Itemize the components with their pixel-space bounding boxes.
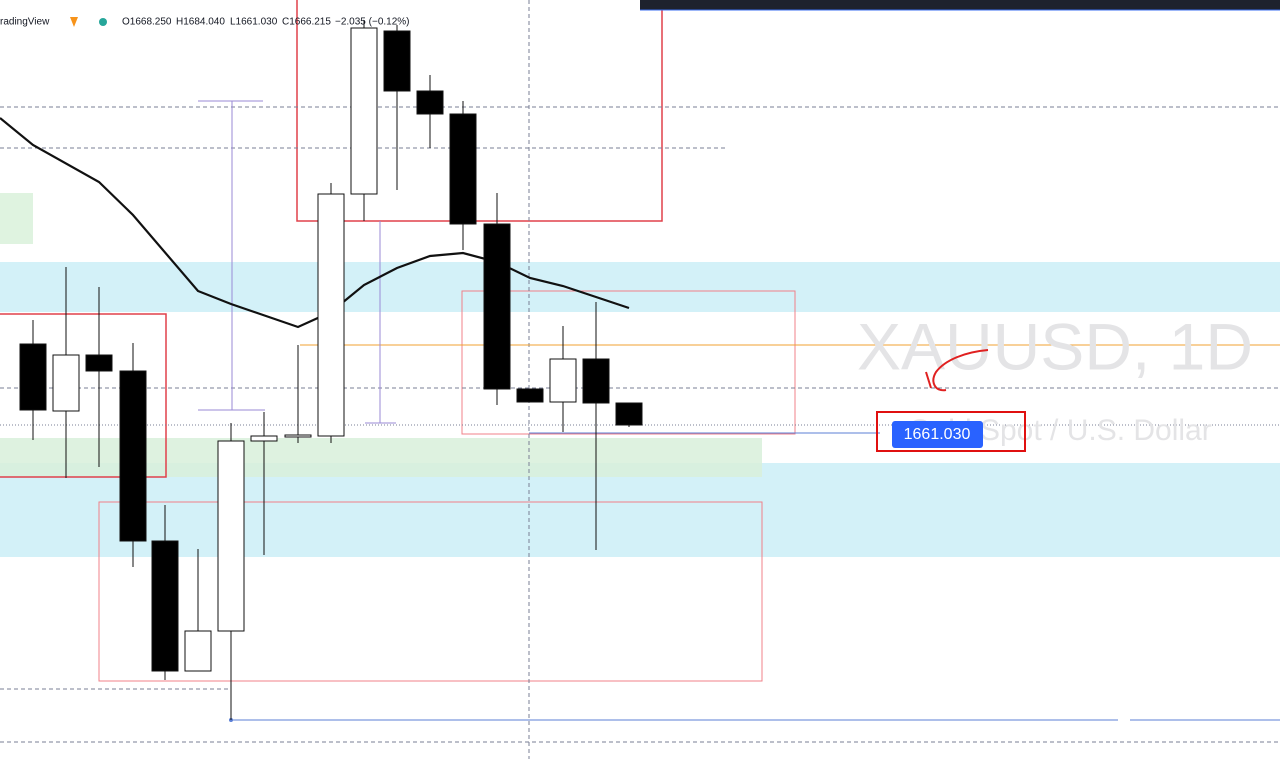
ohlc-close: C1666.215 (282, 17, 331, 28)
candle-body (217, 440, 245, 632)
status-dot (99, 18, 107, 26)
zones (0, 193, 1280, 557)
annotation (925, 371, 932, 389)
candle-body (184, 630, 212, 672)
ohlc-high: H1684.040 (176, 17, 225, 28)
annotation (932, 349, 989, 392)
box (296, 0, 663, 222)
candle-body (483, 223, 511, 390)
brand: radingView (0, 17, 50, 28)
highlight-box (876, 411, 1026, 452)
candle-body (119, 370, 147, 542)
zone (0, 262, 1280, 312)
box (98, 501, 763, 682)
box (461, 290, 796, 435)
candle-body (52, 354, 80, 412)
zone (0, 438, 762, 477)
ohlc-open: O1668.250 (122, 17, 172, 28)
header: radingView O1668.250 H1684.040 L1661.030… (0, 17, 410, 28)
candle-body (449, 113, 477, 225)
candle-body (416, 90, 444, 115)
candle-body (582, 358, 610, 404)
candle-body (250, 435, 278, 442)
candle-body (516, 388, 544, 403)
candle-body (151, 540, 179, 672)
candle-body (19, 343, 47, 411)
ohlc-low: L1661.030 (230, 17, 278, 28)
zone (0, 463, 1280, 557)
price-label: 1661.030 (904, 426, 971, 443)
watermark-symbol: XAUUSD, 1D (857, 309, 1253, 383)
boxes (0, 0, 796, 682)
ohlc-change: −2.035 (−0.12%) (335, 17, 410, 28)
candle-body (284, 434, 312, 438)
candles (19, 20, 643, 720)
candle-body (615, 402, 643, 426)
candle-body (549, 358, 577, 403)
measure (198, 100, 396, 424)
toolbar (640, 0, 1280, 10)
brand-icon (70, 17, 78, 27)
zone (0, 193, 33, 244)
candle-body (383, 30, 411, 92)
price-label-bg (892, 421, 983, 448)
candle-body (317, 193, 345, 437)
moving-average (0, 117, 630, 329)
candle-body (85, 354, 113, 372)
candle-body (350, 27, 378, 195)
box (0, 313, 167, 478)
